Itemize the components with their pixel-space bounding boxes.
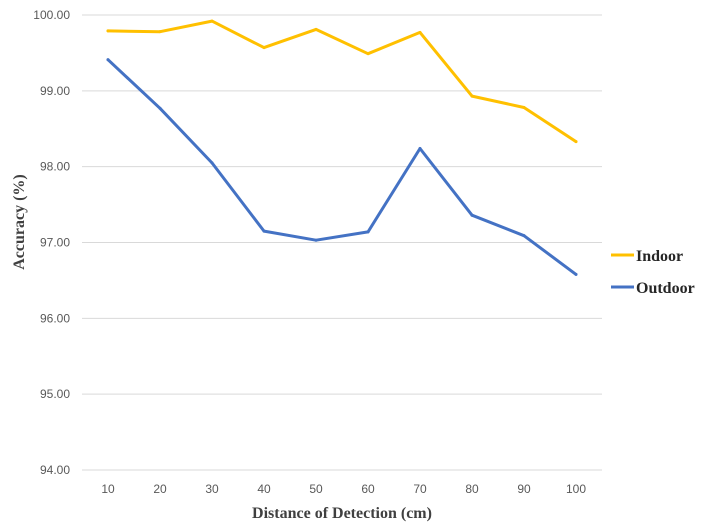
y-axis-title: Accuracy (%) [11, 174, 28, 270]
x-tick-label: 60 [361, 482, 375, 496]
series-line-indoor [106, 19, 578, 144]
x-tick-label: 30 [205, 482, 219, 496]
data-point-indoor [210, 19, 214, 23]
x-tick-label: 50 [309, 482, 323, 496]
gridlines [82, 14, 602, 471]
x-tick-label: 70 [413, 482, 427, 496]
data-point-outdoor [158, 106, 162, 110]
y-axis-ticks: 94.00 95.00 96.00 97.00 98.00 99.00 100.00 [33, 8, 70, 477]
data-point-outdoor [210, 161, 214, 165]
data-point-indoor [262, 46, 266, 50]
y-tick-label: 95.00 [40, 387, 70, 401]
data-point-outdoor [470, 213, 474, 217]
data-point-outdoor [106, 58, 110, 62]
data-point-indoor [470, 94, 474, 98]
y-tick-label: 99.00 [40, 84, 70, 98]
series-line-outdoor [106, 58, 578, 276]
data-point-indoor [366, 52, 370, 56]
y-tick-label: 100.00 [33, 8, 70, 22]
x-tick-label: 100 [566, 482, 586, 496]
data-point-outdoor [522, 234, 526, 238]
legend-label-outdoor: Outdoor [636, 280, 695, 297]
x-axis-ticks: 10 20 30 40 50 60 70 80 90 100 [101, 482, 586, 496]
x-tick-label: 80 [465, 482, 479, 496]
x-tick-label: 90 [517, 482, 531, 496]
x-tick-label: 10 [101, 482, 115, 496]
data-point-indoor [314, 27, 318, 31]
legend-label-indoor: Indoor [636, 248, 683, 265]
data-point-outdoor [574, 272, 578, 276]
y-tick-label: 96.00 [40, 311, 70, 325]
data-point-indoor [106, 29, 110, 33]
y-tick-label: 94.00 [40, 463, 70, 477]
series-lines [106, 19, 578, 276]
data-point-indoor [418, 30, 422, 34]
x-tick-label: 40 [257, 482, 271, 496]
data-point-outdoor [314, 238, 318, 242]
x-tick-label: 20 [153, 482, 167, 496]
x-axis-title: Distance of Detection (cm) [252, 505, 432, 522]
data-point-indoor [574, 140, 578, 144]
legend: Indoor Outdoor [611, 248, 695, 297]
data-point-outdoor [418, 146, 422, 150]
data-point-outdoor [262, 229, 266, 233]
data-point-indoor [522, 106, 526, 110]
data-point-outdoor [366, 230, 370, 234]
data-point-indoor [158, 30, 162, 34]
y-tick-label: 97.00 [40, 236, 70, 250]
y-tick-label: 98.00 [40, 160, 70, 174]
